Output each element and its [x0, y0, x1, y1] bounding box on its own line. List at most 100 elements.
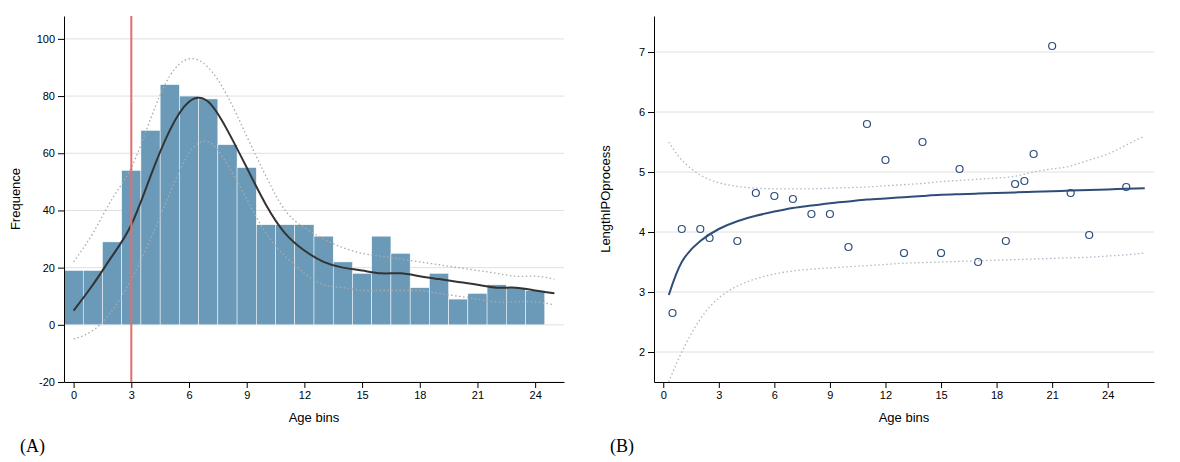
point	[1021, 178, 1028, 185]
tick-mark	[535, 382, 536, 388]
point	[975, 259, 982, 266]
tick-mark	[648, 52, 654, 53]
tick-mark	[663, 382, 664, 388]
bars	[64, 85, 545, 325]
plot-area	[669, 43, 1145, 383]
tick-mark	[131, 382, 132, 388]
point	[669, 310, 676, 317]
tick-mark	[1108, 382, 1109, 388]
tick-label: 12	[880, 389, 892, 401]
bar	[295, 225, 314, 325]
tick-mark	[648, 292, 654, 293]
axis-line	[65, 382, 565, 383]
grid-line	[654, 292, 1154, 293]
tick: 6	[772, 382, 778, 401]
tick-label: 40	[43, 204, 55, 216]
tick-label: 18	[991, 389, 1003, 401]
panel: 03691215182124-20020406080100Age binsFre…	[8, 16, 565, 457]
tick: 2	[639, 346, 654, 358]
grid-line	[654, 172, 1154, 173]
point	[734, 238, 741, 245]
tick-label: 4	[639, 226, 645, 238]
tick-mark	[58, 382, 64, 383]
ci-line	[669, 136, 1145, 189]
tick-mark	[719, 382, 720, 388]
tick: 18	[991, 382, 1003, 401]
bar	[314, 236, 333, 325]
bar	[372, 236, 391, 325]
tick-label: 9	[244, 389, 250, 401]
bar	[333, 262, 352, 325]
bar	[218, 145, 237, 325]
tick-label: 2	[639, 346, 645, 358]
grid-line	[654, 52, 1154, 53]
tick: 60	[43, 147, 64, 159]
tick-mark	[189, 382, 190, 388]
tick-label: 100	[37, 33, 55, 45]
tick-label: 24	[1102, 389, 1114, 401]
tick-mark	[420, 382, 421, 388]
tick-mark	[830, 382, 831, 388]
tick-label: 12	[299, 389, 311, 401]
tick-mark	[1052, 382, 1053, 388]
panel-label: (A)	[20, 436, 45, 457]
tick: 20	[43, 262, 64, 274]
bar	[468, 293, 487, 324]
tick-label: 60	[43, 147, 55, 159]
point	[1002, 238, 1009, 245]
point	[938, 250, 945, 257]
point	[919, 139, 926, 146]
bar	[179, 96, 198, 325]
grid-line	[64, 96, 564, 97]
panel-label: (B)	[610, 436, 634, 457]
tick-label: 0	[71, 389, 77, 401]
bar	[526, 291, 545, 325]
tick: 0	[49, 319, 64, 331]
tick-mark	[648, 352, 654, 353]
point	[845, 244, 852, 251]
bar	[237, 168, 256, 325]
tick: 4	[639, 226, 654, 238]
x-axis: 0 3 6 9 12 15 18 21 24	[655, 382, 1155, 401]
tick: 24	[530, 382, 542, 401]
grid-line	[654, 352, 1154, 353]
grid-line	[654, 112, 1154, 113]
tick-label: 21	[1047, 389, 1059, 401]
y-axis: -20020406080100	[37, 17, 65, 389]
ci-line	[669, 253, 1145, 382]
grid-line	[654, 232, 1154, 233]
tick-label: 18	[414, 389, 426, 401]
tick-mark	[648, 112, 654, 113]
tick-mark	[304, 382, 305, 388]
tick-mark	[885, 382, 886, 388]
ci-line	[74, 59, 555, 279]
points	[669, 43, 1130, 317]
plot-area	[64, 16, 554, 382]
tick-label: 15	[935, 389, 947, 401]
point	[956, 166, 963, 173]
tick-label: 9	[827, 389, 833, 401]
tick-label: 3	[716, 389, 722, 401]
grid-line	[64, 153, 564, 154]
tick: 18	[414, 382, 426, 401]
tick: 15	[356, 382, 368, 401]
axis-line	[64, 17, 65, 383]
point	[882, 157, 889, 164]
point	[1049, 43, 1056, 50]
bar	[449, 299, 468, 325]
point	[752, 190, 759, 197]
chart-root: 03691215182124-20020406080100Age binsFre…	[0, 0, 1180, 462]
tick-label: 3	[129, 389, 135, 401]
bar	[256, 225, 275, 325]
tick-label: 21	[472, 389, 484, 401]
tick-mark	[58, 39, 64, 40]
bar	[199, 99, 218, 325]
tick-mark	[941, 382, 942, 388]
tick: 0	[661, 382, 667, 401]
point	[826, 211, 833, 218]
tick-mark	[58, 210, 64, 211]
fit-line	[669, 188, 1145, 295]
point	[1086, 232, 1093, 239]
tick: 3	[129, 382, 135, 401]
bar	[352, 273, 371, 324]
